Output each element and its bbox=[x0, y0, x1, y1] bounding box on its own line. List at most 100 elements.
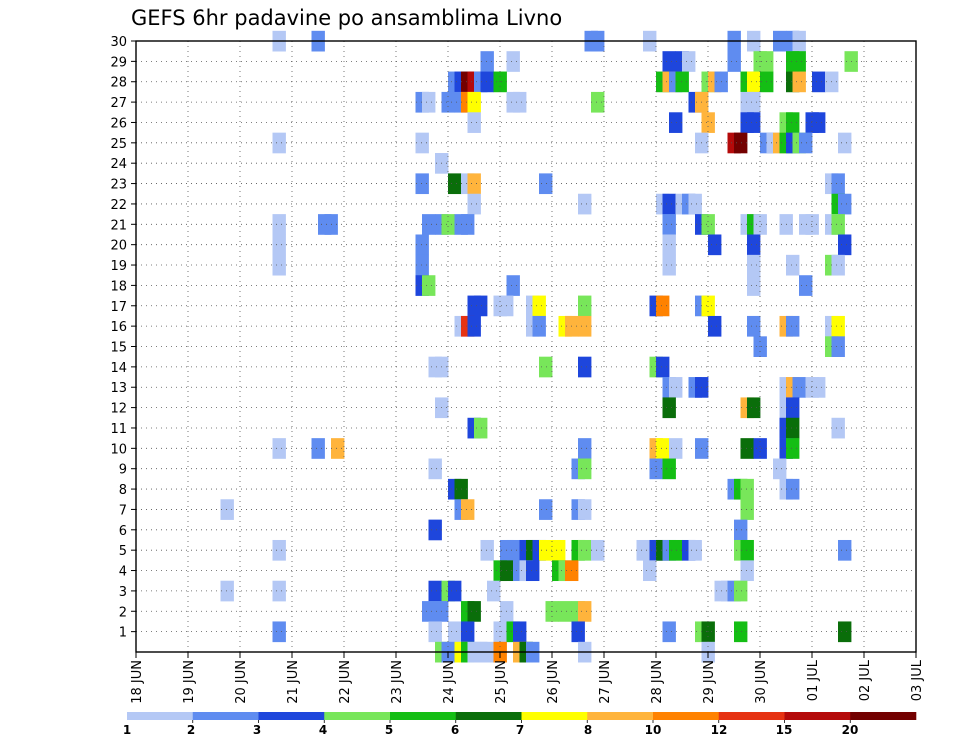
y-tick-label: 14 bbox=[110, 361, 127, 376]
colorbar-label: 1 bbox=[123, 723, 131, 737]
colorbar-swatch bbox=[850, 712, 917, 720]
heatmap-cell bbox=[272, 234, 286, 256]
heatmap-cell bbox=[467, 112, 481, 133]
heatmap-cell bbox=[662, 458, 676, 480]
heatmap-cell bbox=[831, 336, 845, 357]
heatmap-cell bbox=[727, 51, 741, 72]
heatmap-cell bbox=[539, 356, 553, 378]
heatmap-cell bbox=[831, 417, 845, 439]
heatmap-cell bbox=[792, 51, 806, 72]
colorbar-label: 12 bbox=[711, 723, 728, 737]
heatmap-cell bbox=[539, 173, 553, 195]
heatmap-cell bbox=[786, 112, 800, 133]
heatmap-cell bbox=[773, 458, 787, 480]
heatmap-cell bbox=[578, 458, 592, 480]
heatmap-cell bbox=[786, 397, 800, 419]
y-tick-label: 26 bbox=[110, 116, 127, 131]
heatmap-cell bbox=[539, 539, 553, 561]
heatmap-cell bbox=[786, 478, 800, 500]
x-tick-label: 01 JUL bbox=[806, 659, 821, 701]
x-tick-label: 26 JUN bbox=[546, 660, 561, 704]
y-tick-label: 19 bbox=[110, 259, 127, 274]
heatmap-cell bbox=[838, 539, 852, 561]
heatmap-cell bbox=[688, 193, 702, 215]
heatmap-cell bbox=[513, 621, 527, 643]
heatmap-cell bbox=[747, 254, 761, 276]
y-tick-label: 2 bbox=[119, 605, 127, 620]
heatmap-cell bbox=[812, 112, 826, 133]
heatmap-cell bbox=[461, 214, 475, 235]
heatmap-cell bbox=[480, 71, 494, 93]
colorbar-label: 7 bbox=[516, 723, 524, 737]
heatmap-cell bbox=[747, 315, 761, 337]
heatmap-cell bbox=[467, 315, 481, 337]
heatmap-cell bbox=[578, 499, 592, 520]
colorbar-label: 2 bbox=[187, 723, 195, 737]
colorbar-swatch bbox=[455, 712, 522, 720]
colorbar-label: 8 bbox=[584, 723, 592, 737]
heatmap-cell bbox=[662, 214, 676, 235]
heatmap-cell bbox=[578, 315, 592, 337]
y-tick-label: 12 bbox=[110, 402, 127, 417]
y-tick-label: 10 bbox=[110, 442, 127, 457]
colorbar-swatch bbox=[587, 712, 654, 720]
y-tick-label: 29 bbox=[110, 55, 127, 70]
x-tick-label: 29 JUN bbox=[702, 660, 717, 704]
heatmap-cell bbox=[578, 539, 592, 561]
heatmap-cell bbox=[740, 478, 754, 500]
heatmap-cell bbox=[422, 91, 436, 113]
y-tick-label: 9 bbox=[119, 463, 127, 478]
heatmap-cell bbox=[747, 112, 761, 133]
heatmap-cell bbox=[506, 51, 520, 72]
colorbar-label: 20 bbox=[842, 723, 859, 737]
heatmap-cell bbox=[682, 51, 696, 72]
heatmap-cell bbox=[513, 91, 527, 113]
heatmap-cell bbox=[838, 132, 852, 154]
heatmap-cell bbox=[480, 51, 494, 72]
heatmap-cell bbox=[708, 234, 722, 256]
heatmap-cell bbox=[506, 539, 520, 561]
x-tick-label: 30 JUN bbox=[754, 660, 769, 704]
heatmap-cell bbox=[441, 214, 455, 235]
heatmap-cell bbox=[734, 132, 748, 154]
heatmap-cell bbox=[467, 173, 481, 195]
y-tick-label: 1 bbox=[119, 626, 127, 641]
x-tick-label: 18 JUN bbox=[130, 660, 145, 704]
heatmap-cell bbox=[812, 377, 826, 398]
y-axis: 1234567891011121314151617181920212223242… bbox=[110, 35, 136, 641]
heatmap-cell bbox=[571, 621, 585, 643]
colorbar-swatch bbox=[784, 712, 851, 720]
heatmap-cell bbox=[220, 580, 234, 602]
heatmap-cell bbox=[415, 234, 429, 256]
heatmap-cell bbox=[740, 499, 754, 520]
heatmap-cell bbox=[747, 397, 761, 419]
heatmap-cell bbox=[786, 417, 800, 439]
heatmap-cell bbox=[831, 214, 845, 235]
grid-lines bbox=[136, 40, 916, 652]
heatmap-cell bbox=[272, 214, 286, 235]
heatmap-cell bbox=[539, 499, 553, 520]
y-tick-label: 16 bbox=[110, 320, 127, 335]
x-axis: 18 JUN 19 JUN 20 JUN 21 JUN 22 JUN 23 JUN 24 J… bbox=[130, 652, 925, 704]
heatmap-cell bbox=[669, 377, 683, 398]
colorbar-label: 4 bbox=[319, 723, 327, 737]
colorbar-swatch bbox=[192, 712, 259, 720]
x-tick-label: 27 JUN bbox=[598, 660, 613, 704]
colorbar-label: 3 bbox=[253, 723, 261, 737]
heatmap-cell bbox=[467, 193, 481, 215]
y-tick-label: 15 bbox=[110, 341, 127, 356]
x-tick-label: 19 JUN bbox=[182, 660, 197, 704]
heatmap-cell bbox=[662, 254, 676, 276]
heatmap-cell bbox=[792, 71, 806, 93]
y-tick-label: 3 bbox=[119, 585, 127, 600]
heatmap-cell bbox=[786, 254, 800, 276]
heatmap-cell bbox=[272, 254, 286, 276]
heatmap-cell bbox=[272, 621, 286, 643]
heatmap-cell bbox=[734, 621, 748, 643]
y-tick-label: 18 bbox=[110, 279, 127, 294]
heatmap-cell bbox=[786, 315, 800, 337]
heatmap-cell bbox=[311, 438, 325, 459]
heatmap-cell bbox=[532, 295, 546, 317]
x-tick-label: 23 JUN bbox=[390, 660, 405, 704]
heatmap-cell bbox=[688, 539, 702, 561]
